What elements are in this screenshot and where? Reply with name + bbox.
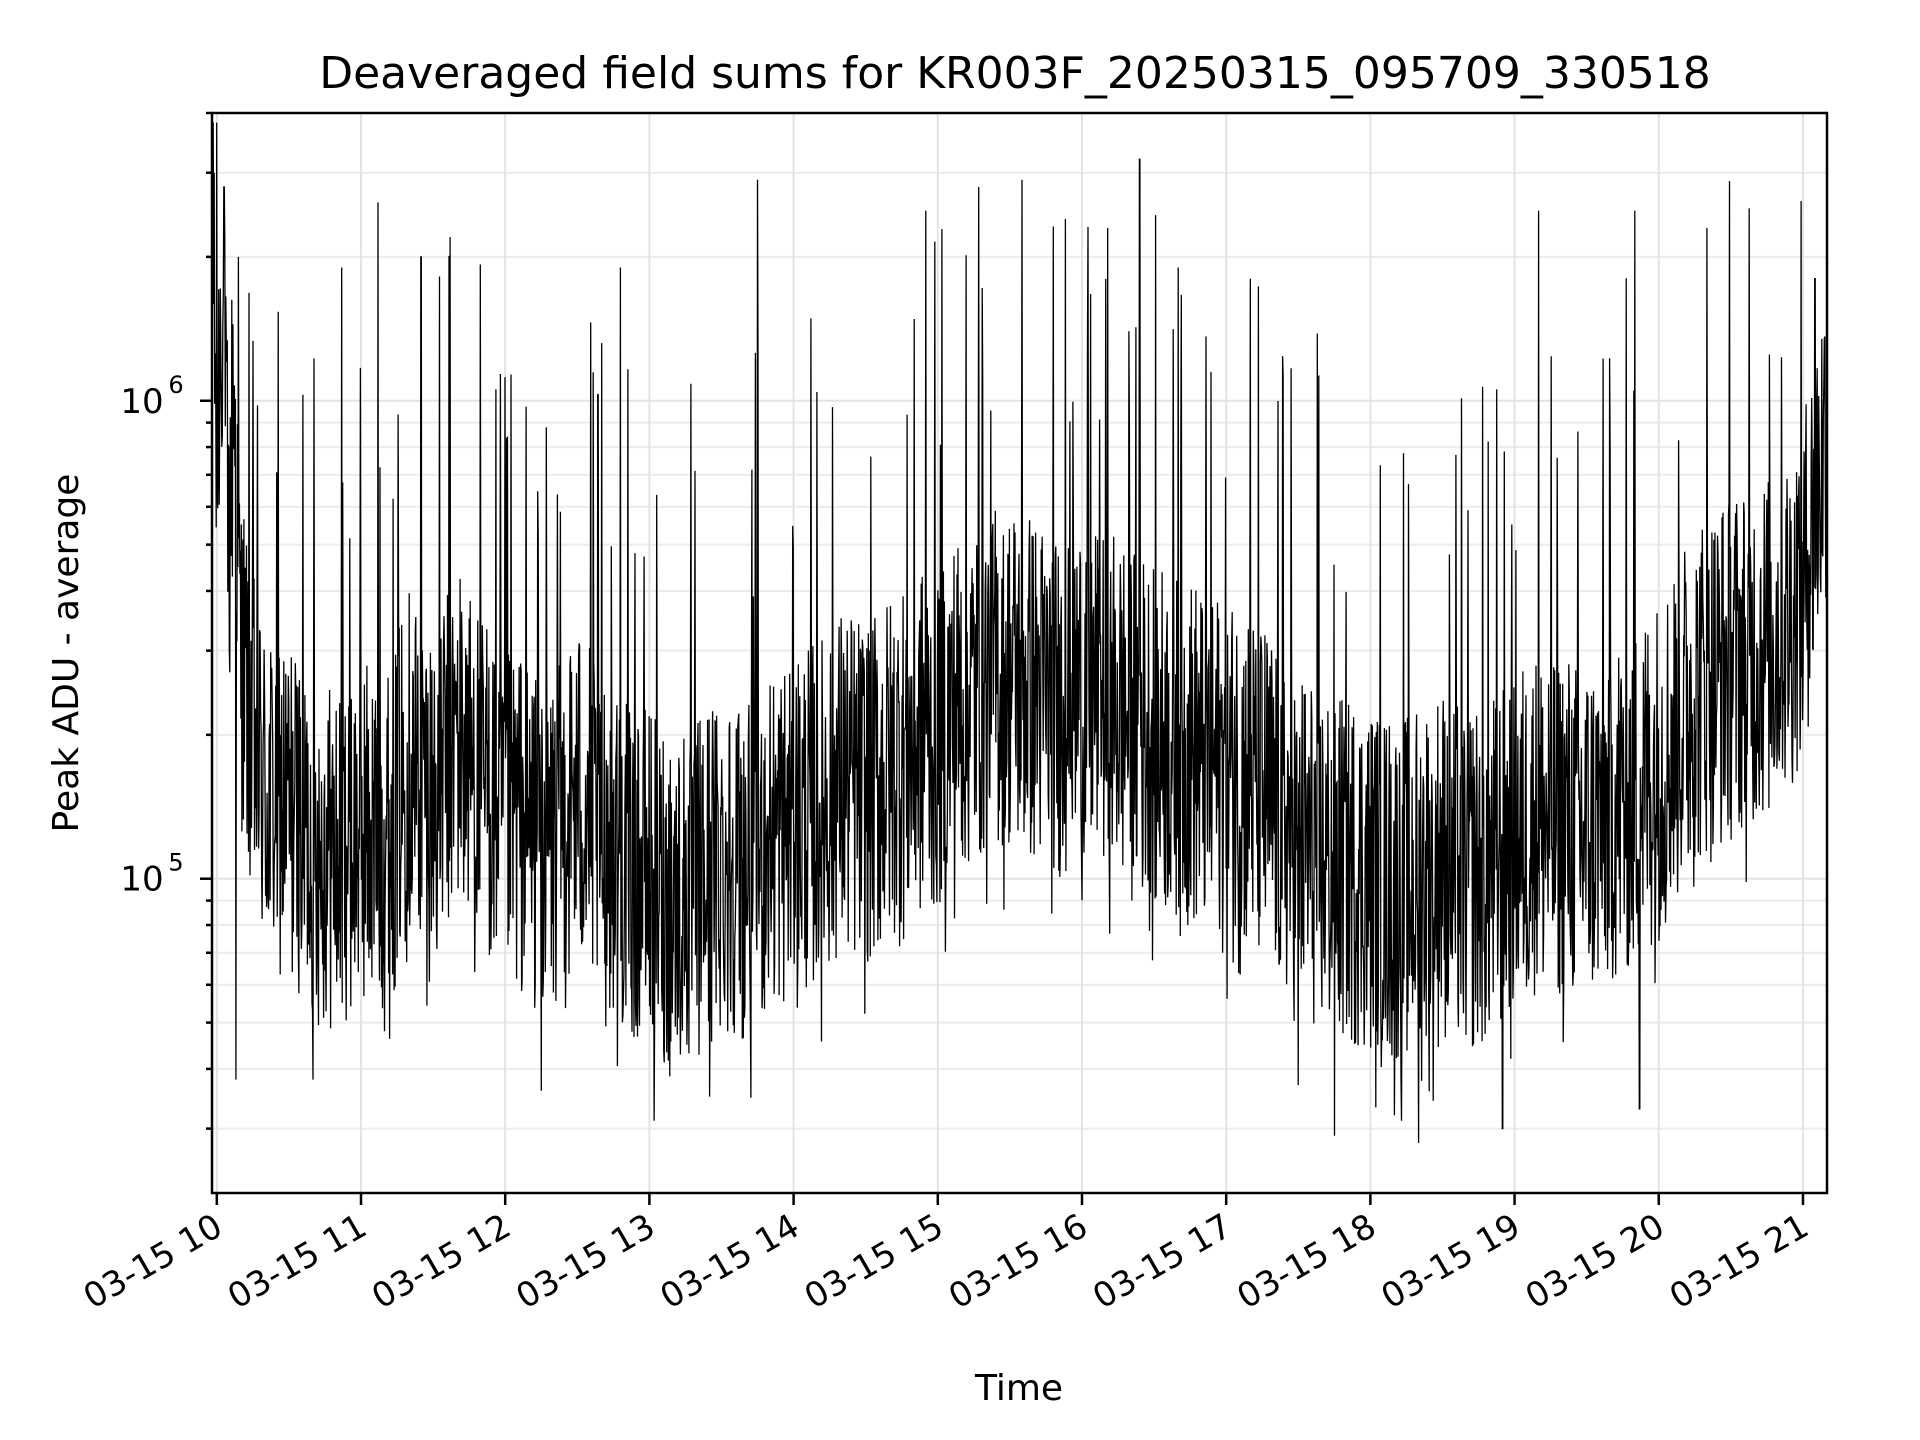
x-tick-label: 03-15 17 (1086, 1206, 1238, 1317)
x-tick-label: 03-15 21 (1663, 1206, 1815, 1317)
y-tick-exponent: 5 (168, 849, 183, 877)
x-tick-label: 03-15 16 (942, 1206, 1094, 1317)
x-tick-label: 03-15 18 (1230, 1206, 1382, 1317)
y-tick-label: 10 (120, 860, 163, 900)
x-tick-label: 03-15 19 (1375, 1206, 1527, 1317)
y-tick-label: 10 (120, 382, 163, 422)
x-tick-label: 03-15 13 (510, 1206, 662, 1317)
x-axis-label: Time (974, 1368, 1063, 1409)
x-tick-label: 03-15 10 (77, 1206, 229, 1317)
x-tick-label: 03-15 14 (654, 1206, 806, 1317)
plot-frame (210, 111, 1829, 1195)
y-tick-exponent: 6 (168, 371, 183, 399)
chart-title: Deaveraged field sums for KR003F_2025031… (319, 48, 1711, 99)
x-tick-label: 03-15 15 (798, 1206, 950, 1317)
series (212, 122, 1827, 1143)
series-line (212, 122, 1827, 1143)
x-tick-label: 03-15 20 (1519, 1206, 1671, 1317)
x-tick-label: 03-15 12 (365, 1206, 517, 1317)
y-axis-label: Peak ADU - average (46, 474, 87, 833)
x-tick-label: 03-15 11 (221, 1206, 373, 1317)
